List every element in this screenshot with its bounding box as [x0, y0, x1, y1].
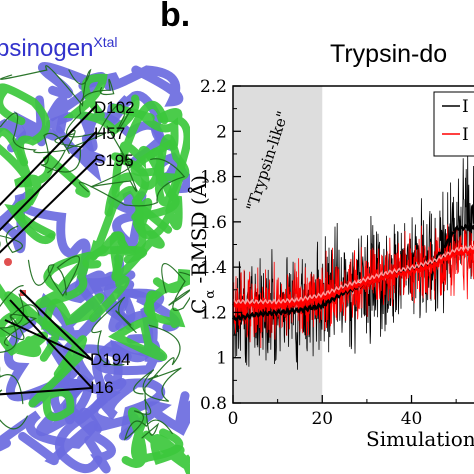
panel-label-b: b.: [160, 0, 191, 34]
residue-pointer-line: [0, 105, 97, 207]
structure-title: psinogenXtal: [0, 34, 118, 63]
axis-ticks: 0.8 1 1.2 1.4 1.6 1.8 2 2.2 0 20 40: [200, 77, 457, 429]
y-tick-label: 1.2: [200, 303, 227, 323]
simulation-ribbon: [111, 152, 173, 234]
legend-box: [433, 91, 474, 157]
x-tick-label: 20: [311, 409, 333, 429]
simulation-ribbon: [132, 174, 184, 239]
ribbon-outline: [0, 65, 92, 107]
simulation-ribbon: [0, 83, 51, 167]
legend-entry-red: I: [462, 125, 469, 145]
simulation-ribbon: [35, 251, 94, 309]
y-tick-label: 2: [216, 122, 227, 142]
residue-label-s195: S195: [94, 151, 134, 170]
residue-pointer-line: [0, 131, 97, 232]
ribbon-outline: [27, 255, 80, 297]
structure-panel: psinogenXtal D102 H57 S195 D194 I16: [0, 0, 190, 474]
residue-label-i16: I16: [90, 378, 114, 397]
crystal-ribbon: [118, 391, 190, 441]
simulation-ribbon: [142, 430, 190, 474]
ribbon-outline: [66, 78, 115, 138]
ribbon-outline: [0, 112, 67, 174]
structure-title-sup: Xtal: [93, 34, 118, 50]
ribbon-outline: [78, 158, 186, 207]
ribbon-outline: [141, 324, 181, 439]
crystal-ribbon: [103, 280, 181, 333]
y-axis-label-subscript: α: [203, 290, 218, 299]
legend-entry-black: I: [462, 97, 469, 117]
simulation-ribbon: [63, 73, 140, 136]
x-axis-label: Simulation: [366, 427, 474, 451]
ribbon-outline: [90, 125, 138, 192]
legend: I I: [433, 91, 474, 157]
simulation-ribbon: [146, 108, 190, 207]
ribbon-outline: [133, 367, 182, 402]
crystal-ribbon: [54, 356, 127, 473]
ribbon-outline: [40, 132, 81, 173]
y-tick-label: 1: [216, 349, 227, 369]
simulation-ribbon: [28, 350, 87, 422]
series-average-1: [232, 247, 474, 310]
residue-pointer-line: [0, 387, 93, 396]
simulation-ribbon: [82, 223, 165, 282]
protein-ribbons: [0, 62, 190, 474]
ribbon-outline: [47, 104, 132, 157]
chart-title: Trypsin-do: [330, 40, 448, 68]
residue-pointer-line: [19, 289, 93, 361]
crystal-ribbon: [0, 410, 98, 466]
y-axis-label-main: C: [187, 299, 211, 314]
ribbon-outline: [0, 284, 38, 347]
crystal-ribbon: [62, 270, 136, 304]
residue-pointer-line: [9, 299, 93, 389]
ribbon-outline: [0, 366, 28, 430]
y-axis-label: Cα -RMSD (Å): [186, 175, 218, 314]
ribbon-outline: [0, 225, 23, 254]
y-tick-label: 1.8: [200, 168, 227, 188]
crystal-ribbon: [0, 193, 26, 254]
residue-pointer-line: [0, 158, 97, 254]
ribbon-outline: [161, 262, 190, 311]
structure-title-main: psinogen: [0, 35, 94, 62]
y-tick-label: 1.6: [200, 213, 227, 233]
x-tick-label: 0: [228, 409, 239, 429]
series-layer: [231, 156, 474, 370]
residue-label-h57: H57: [94, 124, 126, 143]
simulation-ribbon: [143, 269, 190, 329]
y-tick-label: 2.2: [200, 77, 227, 97]
x-tick-label: 40: [401, 409, 423, 429]
simulation-ribbon: [89, 186, 147, 264]
residue-label-d194: D194: [90, 350, 131, 369]
series-average-light-1: [232, 244, 474, 305]
y-tick-label: 1.4: [200, 258, 227, 278]
y-axis-label-rest: -RMSD (Å): [186, 175, 211, 290]
protein-structure-image: [0, 62, 190, 474]
residue-label-d102: D102: [94, 98, 135, 117]
crystal-ribbon: [0, 115, 27, 139]
ribbon-outline: [0, 374, 24, 405]
y-tick-label: 0.8: [200, 394, 227, 414]
active-site-atom: [4, 258, 12, 266]
ribbon-outline: [91, 296, 137, 366]
